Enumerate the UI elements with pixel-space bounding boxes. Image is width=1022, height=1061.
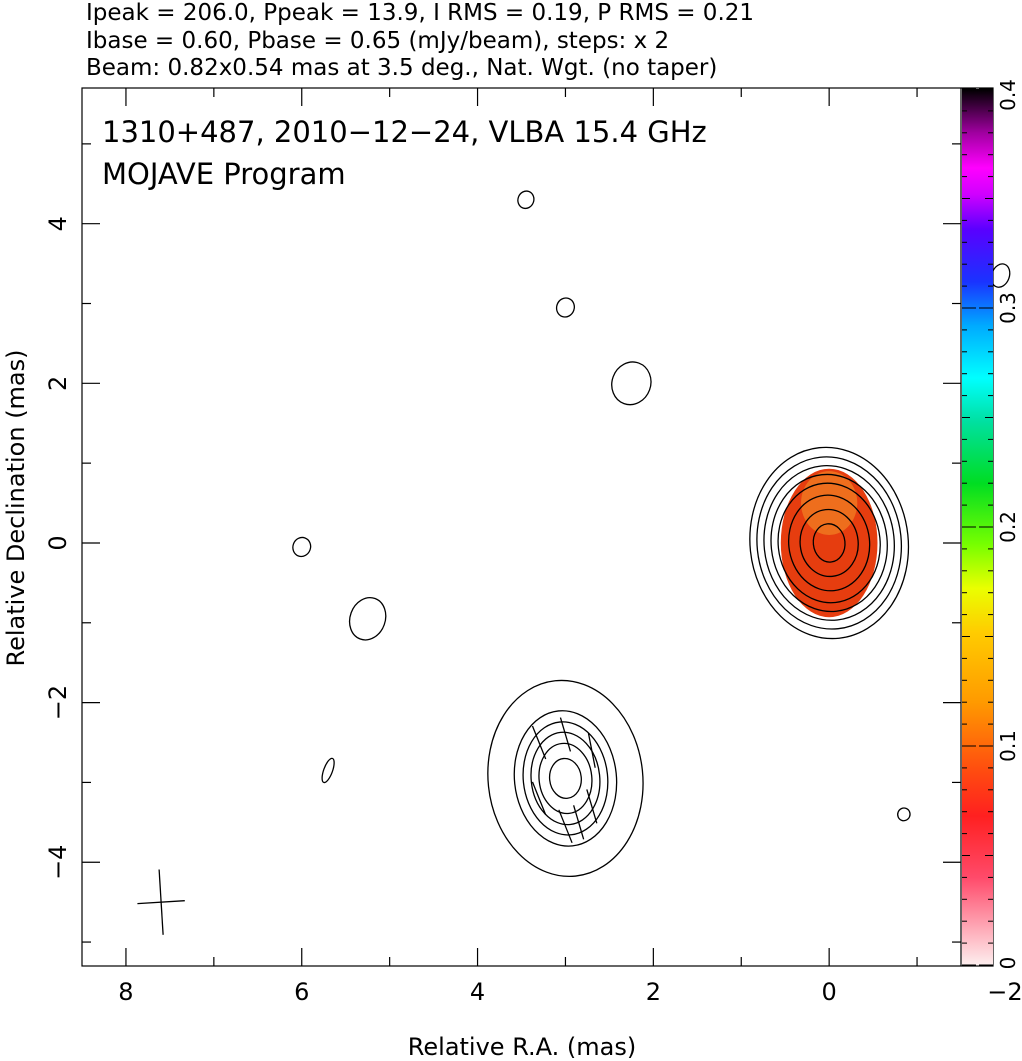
polarization-vector [558, 809, 573, 844]
x-axis-label: Relative R.A. (mas) [408, 1033, 636, 1061]
axis-ticks: 8 6 4 2 0 −2 −4 −2 0 2 4 [44, 88, 1022, 1006]
colorbar-tick-label: 0 [996, 957, 1020, 970]
colorbar-ticks: 0 0.1 0.2 0.3 0.4 [962, 79, 1020, 969]
y-tick-label: −4 [44, 845, 72, 880]
polarization-vector [573, 805, 585, 840]
jet-knot-contour-3 [530, 731, 601, 826]
y-tick-label: 0 [44, 535, 72, 550]
header-line-3: Beam: 0.82x0.54 mas at 3.5 deg., Nat. Wg… [86, 55, 717, 81]
noise-contour [292, 536, 312, 558]
x-tick-label: 4 [470, 978, 485, 1006]
colorbar-tick-label: 0.1 [996, 730, 1020, 762]
jet-knot-contour-4 [538, 742, 593, 815]
header-line-1: Ipeak = 206.0, Ppeak = 13.9, I RMS = 0.1… [86, 0, 754, 26]
x-tick-label: 8 [118, 978, 133, 1006]
polarization-vector [559, 717, 572, 752]
core-contour-6 [799, 508, 859, 578]
jet-knot-contour-5 [548, 757, 582, 799]
core-contour-1 [756, 456, 903, 630]
jet-knot-contour-2 [522, 721, 609, 836]
header-line-2: Ibase = 0.60, Pbase = 0.65 (mJy/beam), s… [86, 28, 669, 54]
noise-contour [897, 807, 911, 822]
x-tick-label: 0 [822, 978, 837, 1006]
polarization-vector [586, 789, 598, 824]
colorbar-tick-label: 0.3 [996, 292, 1020, 324]
core-contour-7 [812, 523, 846, 563]
noise-contour [321, 757, 335, 784]
core-contour-2 [763, 465, 895, 621]
jet-knot-contour-1 [513, 710, 618, 847]
core-contour-5 [787, 494, 871, 592]
colorbar-tick-label: 0.2 [996, 511, 1020, 543]
colorbar-tick-label: 0.4 [996, 79, 1020, 111]
y-axis-label: Relative Declination (mas) [2, 349, 30, 666]
core-contour-4 [777, 482, 881, 604]
jet-knot-contour-0 [487, 679, 644, 878]
y-tick-label: 2 [44, 376, 72, 391]
noise-contour [611, 361, 652, 406]
source-label: 1310+487, 2010−12−24, VLBA 15.4 GHz [102, 115, 707, 149]
polarization-vector [531, 725, 547, 760]
polarization-vector [587, 733, 596, 768]
core-contour-0 [749, 446, 910, 640]
core-contour-3 [770, 473, 888, 613]
program-label: MOJAVE Program [102, 157, 346, 191]
x-tick-label: 2 [646, 978, 661, 1006]
core-color-fill-upper [801, 471, 858, 535]
noise-contour [555, 297, 575, 318]
y-tick-label: −2 [44, 685, 72, 720]
polarization-vector [531, 781, 547, 816]
x-tick-label: 6 [294, 978, 309, 1006]
x-tick-label: −2 [987, 978, 1022, 1006]
y-tick-label: 4 [44, 216, 72, 231]
contour-layer [137, 190, 1011, 935]
noise-contour [517, 190, 535, 210]
beam-minor-axis [137, 900, 185, 905]
noise-contour [348, 597, 387, 641]
